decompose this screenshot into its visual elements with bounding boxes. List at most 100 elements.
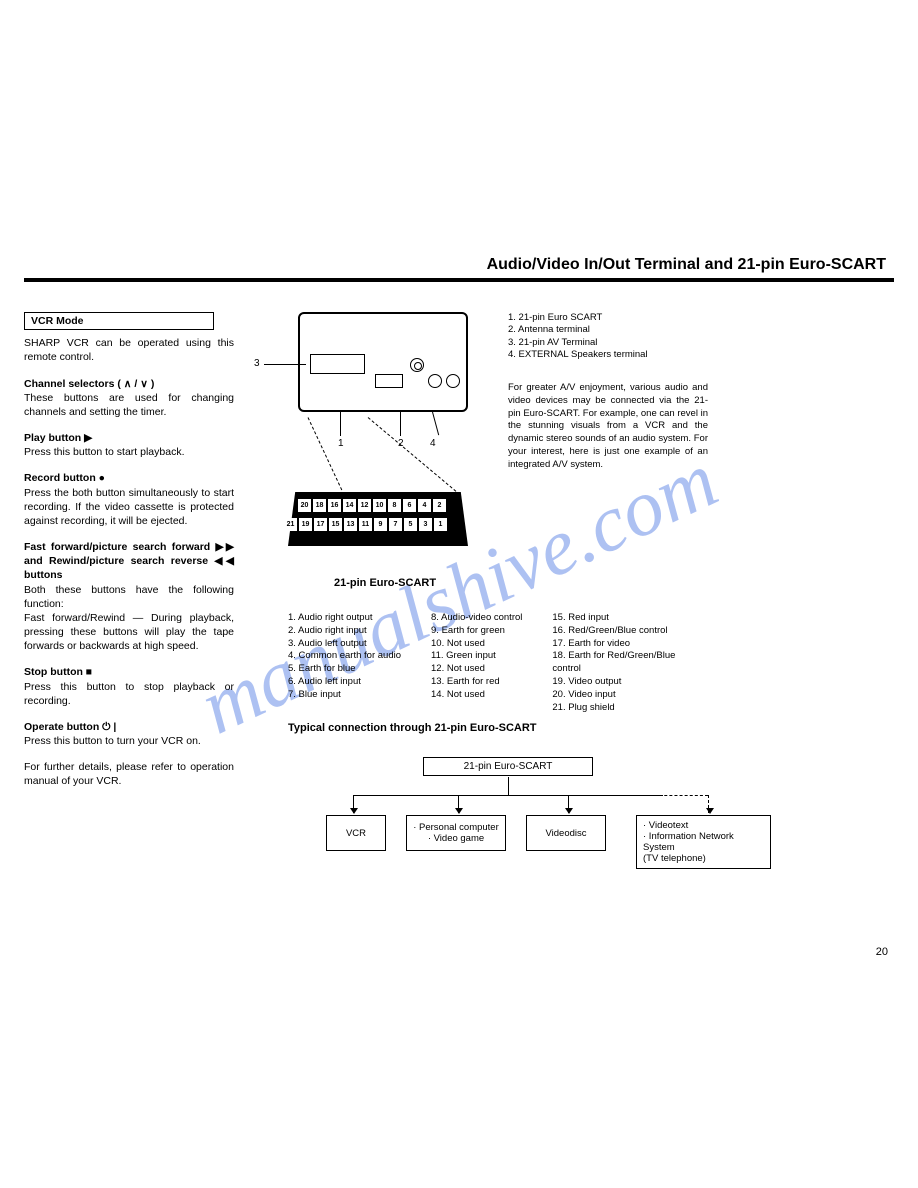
play-button-desc: Play button ▶ Press this button to start… — [24, 431, 234, 459]
pin: 12 — [358, 499, 371, 512]
page-content: Audio/Video In/Out Terminal and 21-pin E… — [24, 256, 894, 801]
scart-pin-numbers: 20 18 16 14 12 10 8 6 4 2 21 19 17 15 13 — [298, 499, 458, 531]
pin-row-top: 20 18 16 14 12 10 8 6 4 2 — [298, 499, 458, 512]
lead-line — [400, 412, 401, 436]
arrow-line-dashed — [708, 795, 709, 813]
pin: 1 — [434, 518, 447, 531]
pin: 11 — [359, 518, 372, 531]
heading: Play button ▶ — [24, 432, 92, 444]
pin-desc: 18. Earth for Red/Green/Blue control — [552, 650, 692, 676]
pin-col-2: 8. Audio-video control 9. Earth for gree… — [431, 612, 522, 715]
line: · Personal computer — [413, 822, 499, 833]
pin-desc: 14. Not used — [431, 689, 522, 702]
pin: 21 — [284, 518, 297, 531]
lead-line — [340, 412, 341, 436]
scart-title: 21-pin Euro-SCART — [334, 577, 436, 589]
page-title: Audio/Video In/Out Terminal and 21-pin E… — [24, 256, 894, 274]
connector-line — [508, 777, 509, 795]
body: Press this button to start playback. — [24, 446, 185, 458]
legend-item: 4. EXTERNAL Speakers terminal — [508, 349, 648, 361]
pin-desc: 3. Audio left output — [288, 638, 401, 651]
pin-desc: 21. Plug shield — [552, 702, 692, 715]
pin-desc: 6. Audio left input — [288, 676, 401, 689]
pin: 9 — [374, 518, 387, 531]
arrow-line — [353, 795, 354, 813]
diagram-box-videodisc: Videodisc — [526, 815, 606, 851]
diagram-box-vcr: VCR — [326, 815, 386, 851]
intro-text: SHARP VCR can be operated using this rem… — [24, 336, 234, 364]
pin: 10 — [373, 499, 386, 512]
pin: 4 — [418, 499, 431, 512]
page-number: 20 — [876, 946, 888, 958]
pin-desc: 1. Audio right output — [288, 612, 401, 625]
pin-descriptions: 1. Audio right output 2. Audio right inp… — [288, 612, 692, 715]
line: · Information Network System — [643, 831, 764, 853]
pin-desc: 4. Common earth for audio — [288, 650, 401, 663]
record-button-desc: Record button ● Press the both button si… — [24, 471, 234, 528]
heading: Stop button ■ — [24, 666, 92, 678]
av-terminal-icon — [375, 374, 403, 388]
pin: 13 — [344, 518, 357, 531]
antenna-terminal-icon — [410, 358, 424, 372]
terminal-legend: 1. 21-pin Euro SCART 2. Antenna terminal… — [508, 312, 648, 361]
connection-diagram: 21-pin Euro-SCART VCR · Personal compute… — [308, 757, 748, 857]
pin: 18 — [313, 499, 326, 512]
speaker-left-icon — [428, 374, 442, 388]
pin-desc: 15. Red input — [552, 612, 692, 625]
left-column: VCR Mode SHARP VCR can be operated using… — [24, 312, 234, 801]
legend-item: 1. 21-pin Euro SCART — [508, 312, 648, 324]
pin-desc: 10. Not used — [431, 638, 522, 651]
connector-line-dashed — [593, 795, 708, 796]
footer-text: For further details, please refer to ope… — [24, 760, 234, 788]
pin-desc: 7. Blue input — [288, 689, 401, 702]
pin-col-1: 1. Audio right output 2. Audio right inp… — [288, 612, 401, 715]
diagram-box-pc: · Personal computer · Video game — [406, 815, 506, 851]
speaker-right-icon — [446, 374, 460, 388]
pin-desc: 8. Audio-video control — [431, 612, 522, 625]
callout-3: 3 — [254, 358, 260, 369]
scart-socket-icon — [310, 354, 365, 374]
pin: 16 — [328, 499, 341, 512]
pin: 15 — [329, 518, 342, 531]
heading: Fast forward/picture search forward ▶▶ a… — [24, 541, 234, 581]
pin: 20 — [298, 499, 311, 512]
pin: 7 — [389, 518, 402, 531]
legend-item: 2. Antenna terminal — [508, 324, 648, 336]
channel-selectors: Channel selectors ( ∧ / ∨ ) These button… — [24, 377, 234, 420]
stop-button-desc: Stop button ■ Press this button to stop … — [24, 665, 234, 708]
callout-line — [264, 364, 306, 365]
heading: Operate button ⏻ | — [24, 721, 116, 733]
pin-desc: 2. Audio right input — [288, 625, 401, 638]
pin: 6 — [403, 499, 416, 512]
heading: Record button ● — [24, 472, 105, 484]
arrow-line — [458, 795, 459, 813]
callout-1: 1 — [338, 438, 344, 449]
rear-panel — [298, 312, 468, 412]
pin: 2 — [433, 499, 446, 512]
body: These buttons are used for changing chan… — [24, 392, 234, 418]
body: Press the both button simultaneously to … — [24, 487, 234, 527]
pin-desc: 20. Video input — [552, 689, 692, 702]
av-paragraph: For greater A/V enjoyment, various audio… — [508, 382, 708, 472]
line: (TV telephone) — [643, 853, 706, 864]
pin-desc: 11. Green input — [431, 650, 522, 663]
right-column: 3 1 2 4 20 18 16 14 12 10 — [258, 312, 894, 801]
vcr-mode-heading: VCR Mode — [24, 312, 214, 330]
diagram-box-videotext: · Videotext · Information Network System… — [636, 815, 771, 869]
pin: 17 — [314, 518, 327, 531]
ff-rewind-desc: Fast forward/picture search forward ▶▶ a… — [24, 540, 234, 653]
pin-row-bottom: 21 19 17 15 13 11 9 7 5 3 1 — [284, 518, 458, 531]
pin: 5 — [404, 518, 417, 531]
pin-desc: 9. Earth for green — [431, 625, 522, 638]
connection-title: Typical connection through 21-pin Euro-S… — [288, 722, 538, 734]
pin-desc: 16. Red/Green/Blue control — [552, 625, 692, 638]
pin: 8 — [388, 499, 401, 512]
pin-desc: 17. Earth for video — [552, 638, 692, 651]
horizontal-rule — [24, 278, 894, 282]
pin: 14 — [343, 499, 356, 512]
pin: 19 — [299, 518, 312, 531]
body: Press this button to stop playback or re… — [24, 681, 234, 707]
pin-desc: 5. Earth for blue — [288, 663, 401, 676]
pin-col-3: 15. Red input 16. Red/Green/Blue control… — [552, 612, 692, 715]
pin: 3 — [419, 518, 432, 531]
